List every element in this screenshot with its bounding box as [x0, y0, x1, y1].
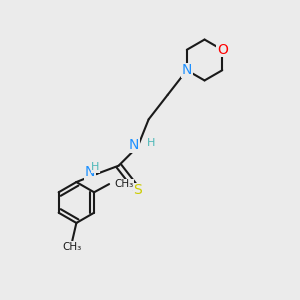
Text: N: N [85, 166, 95, 179]
Text: CH₃: CH₃ [63, 242, 82, 252]
Text: CH₃: CH₃ [114, 179, 133, 189]
Text: H: H [147, 137, 156, 148]
Text: H: H [91, 162, 100, 172]
Text: O: O [217, 43, 228, 57]
Text: N: N [129, 138, 139, 152]
Text: N: N [182, 63, 192, 77]
Text: S: S [134, 183, 142, 197]
